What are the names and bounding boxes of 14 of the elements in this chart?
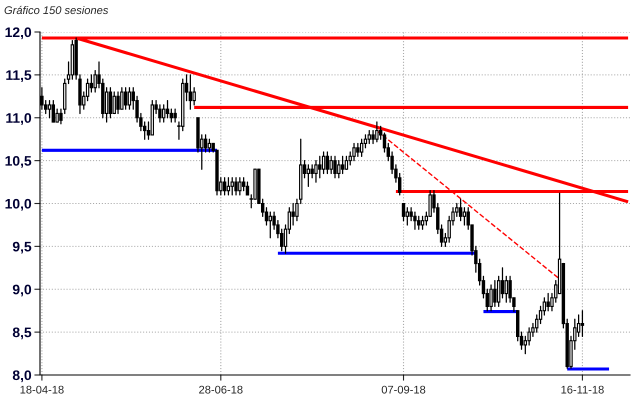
y-tick-label: 11,5 [6, 70, 32, 82]
chart-subtitle: Gráfico 150 sesiones [4, 6, 108, 14]
y-tick-label: 10,5 [6, 156, 32, 168]
x-tick-label: 28-06-18 [199, 386, 243, 394]
y-tick-label: 12,0 [6, 27, 32, 40]
y-tick-label: 8,5 [12, 327, 32, 340]
y-tick-label: 8,0 [12, 370, 32, 382]
x-tick-label: 16-11-18 [561, 386, 604, 394]
x-tick-label: 18-04-18 [20, 386, 64, 394]
y-tick-label: 9,5 [12, 242, 32, 254]
y-tick-label: 10,0 [6, 198, 32, 211]
y-tick-label: 9,0 [12, 284, 32, 296]
x-tick-label: 07-09-18 [382, 386, 426, 394]
y-tick-label: 11,0 [6, 113, 32, 125]
